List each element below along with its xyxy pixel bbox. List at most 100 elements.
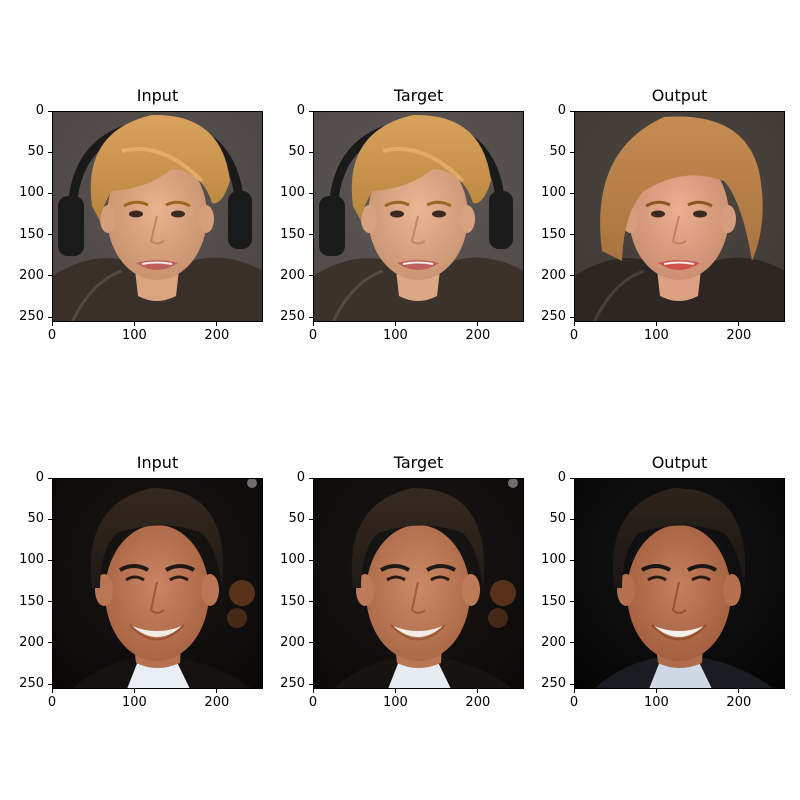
y-tick-label: 150	[19, 593, 44, 609]
panel-title: Target	[393, 453, 444, 472]
y-tick-mark	[309, 234, 313, 236]
y-tick-label: 100	[19, 185, 44, 201]
y-tick-mark	[48, 518, 52, 520]
x-tick-mark	[216, 689, 218, 693]
y-tick-mark	[309, 316, 313, 318]
x-tick-mark	[738, 322, 740, 326]
x-tick-label: 0	[47, 328, 57, 343]
x-tick-mark	[312, 689, 314, 693]
y-tick-label: 250	[280, 676, 305, 692]
face-photo-blond-man-headphones	[313, 111, 524, 322]
y-tick-mark	[570, 234, 574, 236]
x-tick-label: 200	[726, 695, 752, 710]
y-tick-mark	[48, 642, 52, 644]
x-tick-label: 100	[122, 695, 147, 710]
y-tick-mark	[570, 642, 574, 644]
y-tick-label: 0	[557, 470, 566, 485]
y-tick-mark	[570, 601, 574, 603]
y-tick-mark	[48, 477, 52, 479]
y-tick-mark	[570, 316, 574, 318]
x-tick-label: 200	[204, 328, 230, 343]
x-tick-label: 0	[569, 695, 579, 710]
y-tick-mark	[570, 518, 574, 520]
y-tick-mark	[309, 275, 313, 277]
x-tick-label: 100	[122, 328, 147, 343]
x-tick-mark	[312, 322, 314, 326]
x-tick-label: 100	[383, 695, 408, 710]
face-photo-blond-man-headphones	[52, 111, 263, 322]
x-tick-mark	[133, 689, 135, 693]
x-tick-mark	[573, 689, 575, 693]
x-tick-mark	[133, 322, 135, 326]
y-tick-mark	[570, 559, 574, 561]
y-tick-mark	[570, 110, 574, 112]
y-tick-label: 150	[280, 593, 305, 609]
y-tick-mark	[570, 151, 574, 153]
y-tick-label: 50	[27, 511, 44, 527]
y-tick-label: 250	[541, 676, 566, 692]
x-tick-label: 100	[644, 328, 669, 343]
y-tick-label: 0	[296, 470, 305, 485]
x-tick-mark	[738, 689, 740, 693]
image-panel	[52, 111, 263, 322]
x-tick-label: 200	[465, 328, 491, 343]
y-tick-label: 100	[19, 552, 44, 568]
y-tick-label: 0	[296, 103, 305, 118]
y-tick-mark	[309, 642, 313, 644]
y-tick-mark	[48, 151, 52, 153]
y-tick-mark	[309, 192, 313, 194]
panel-title: Input	[136, 453, 179, 472]
x-tick-mark	[51, 689, 53, 693]
y-tick-mark	[48, 316, 52, 318]
y-tick-label: 100	[541, 552, 566, 568]
y-tick-label: 150	[19, 226, 44, 242]
y-tick-mark	[48, 110, 52, 112]
y-tick-mark	[309, 518, 313, 520]
y-tick-label: 250	[19, 309, 44, 325]
y-tick-label: 200	[280, 634, 305, 650]
y-tick-label: 100	[280, 552, 305, 568]
y-tick-label: 100	[541, 185, 566, 201]
x-tick-mark	[655, 322, 657, 326]
y-tick-label: 150	[541, 593, 566, 609]
y-tick-label: 200	[541, 267, 566, 283]
image-panel	[313, 111, 524, 322]
panel-title: Output	[651, 86, 708, 105]
y-tick-label: 0	[35, 103, 44, 118]
x-tick-mark	[477, 322, 479, 326]
panel-title: Input	[136, 86, 179, 105]
x-tick-mark	[655, 689, 657, 693]
x-tick-mark	[477, 689, 479, 693]
x-tick-label: 200	[465, 695, 491, 710]
y-tick-label: 0	[557, 103, 566, 118]
y-tick-label: 150	[280, 226, 305, 242]
y-tick-label: 250	[19, 676, 44, 692]
x-tick-label: 0	[47, 695, 57, 710]
y-tick-mark	[48, 559, 52, 561]
y-tick-mark	[570, 275, 574, 277]
y-tick-label: 150	[541, 226, 566, 242]
y-tick-mark	[309, 477, 313, 479]
y-tick-label: 250	[280, 309, 305, 325]
y-tick-label: 250	[541, 309, 566, 325]
y-tick-label: 50	[288, 144, 305, 160]
x-tick-mark	[51, 322, 53, 326]
panel-title: Target	[393, 86, 444, 105]
x-tick-mark	[216, 322, 218, 326]
y-tick-label: 200	[19, 634, 44, 650]
y-tick-mark	[48, 234, 52, 236]
y-tick-label: 100	[280, 185, 305, 201]
y-tick-label: 200	[541, 634, 566, 650]
y-tick-mark	[48, 192, 52, 194]
y-tick-mark	[48, 601, 52, 603]
face-photo-dark-haired-man-smiling	[313, 478, 524, 689]
y-tick-label: 200	[19, 267, 44, 283]
y-tick-mark	[309, 110, 313, 112]
y-tick-mark	[48, 275, 52, 277]
x-tick-label: 200	[726, 328, 752, 343]
face-photo-dark-haired-man-smiling	[52, 478, 263, 689]
x-tick-label: 0	[308, 695, 318, 710]
y-tick-label: 50	[288, 511, 305, 527]
y-tick-label: 200	[280, 267, 305, 283]
